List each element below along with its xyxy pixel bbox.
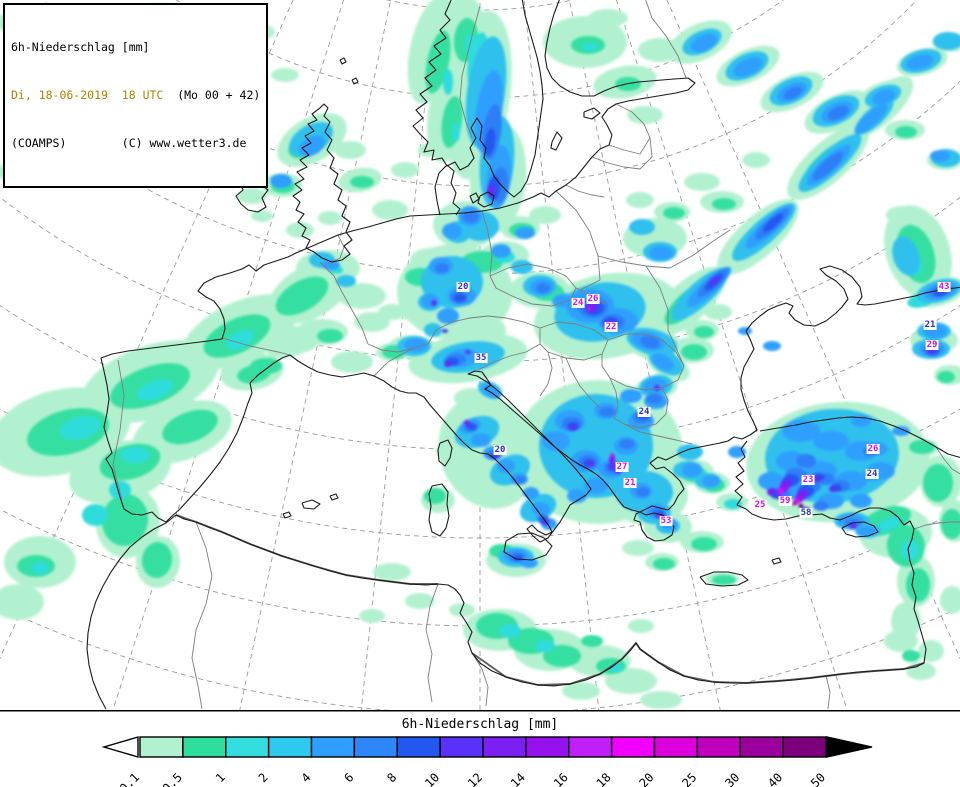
legend-tick-label: 20 [637,770,657,787]
precip-max-label: 22 [604,322,618,332]
legend-arrow-left [101,736,139,758]
country-borders [112,0,960,710]
legend-cell [182,736,227,758]
precip-max-label: 24 [571,298,585,308]
legend-cell [225,736,270,758]
legend-arrow-right [826,736,873,758]
precip-max-label: 27 [615,462,629,472]
model-name: (COAMPS) [11,136,67,150]
precip-max-label: 25 [753,500,767,510]
precip-max-label: 26 [866,444,880,454]
legend-tick-label: 10 [422,770,442,787]
legend-tick-label: 12 [465,770,485,787]
precip-max-label: 29 [925,340,939,350]
legend-tick-label: 8 [384,770,399,785]
precip-max-label: 21 [623,478,637,488]
legend-tick-label: 6 [342,770,357,785]
coastlines [86,0,960,710]
precip-max-label: 53 [659,516,673,526]
legend-cell [139,736,184,758]
legend-colorbar [101,736,873,758]
map-title: 6h-Niederschlag [mm] [11,40,150,54]
legend-tick-label: 4 [299,770,314,785]
legend-cell [525,736,570,758]
precip-max-label: 35 [474,353,488,363]
valid-hour: 18 UTC [121,88,164,102]
run-offset: (Mo 00 + 42) [177,88,261,102]
legend-cell [396,736,441,758]
legend: 6h-Niederschlag [mm] 0.1 0.5 1 2 4 6 8 10 12 14 16… [0,710,960,787]
precip-max-label: 58 [799,508,813,518]
legend-cell [310,736,356,758]
legend-cell [353,736,398,758]
legend-cell [439,736,484,758]
legend-tick-label: 50 [808,770,828,787]
europe-precipitation-map [0,0,960,711]
legend-cell [267,736,313,758]
precip-max-label: 20 [456,282,470,292]
precip-max-label: 23 [801,475,815,485]
copyright: (C) www.wetter3.de [121,136,247,150]
precip-max-label: 20 [493,445,507,455]
precip-max-label: 21 [923,320,937,330]
legend-tick-label: 2 [256,770,271,785]
legend-tick-label: 0.5 [160,770,185,787]
legend-tick-label: 16 [551,770,571,787]
legend-tick-labels: 0.1 0.5 1 2 4 6 8 10 12 14 16 18 20 25 30 40 50 [117,770,828,787]
precip-max-label: 43 [937,282,951,292]
valid-date: Di, 18-06-2019 [11,88,108,102]
legend-cell [696,736,741,758]
legend-tick-label: 25 [679,770,699,787]
precip-max-label: 24 [637,407,651,417]
legend-cell [482,736,527,758]
legend-cell [653,736,699,758]
legend-tick-label: 0.1 [117,770,142,787]
precip-maxima-labels: 20 24 26 22 35 20 24 27 21 53 26 24 23 25 59 58 43 21 29 [456,282,951,526]
legend-tick-label: 40 [765,770,785,787]
legend-tick-label: 1 [213,770,228,785]
legend-cell [782,736,827,758]
legend-tick-label: 18 [594,770,614,787]
legend-cell [739,736,784,758]
valid-time-line: Di, 18-06-2019 18 UTC (Mo 00 + 42) [11,87,260,103]
legend-title: 6h-Niederschlag [mm] [402,717,559,732]
precip-max-label: 24 [865,469,879,479]
legend-tick-label: 14 [508,770,528,787]
legend-tick-label: 30 [722,770,742,787]
precip-max-label: 26 [586,294,600,304]
title-box: 6h-Niederschlag [mm] Di, 18-06-2019 18 U… [3,3,269,188]
legend-cell [610,736,656,758]
model-line: (COAMPS) (C) www.wetter3.de [11,135,260,151]
legend-cell [568,736,613,758]
precip-max-label: 59 [778,496,792,506]
